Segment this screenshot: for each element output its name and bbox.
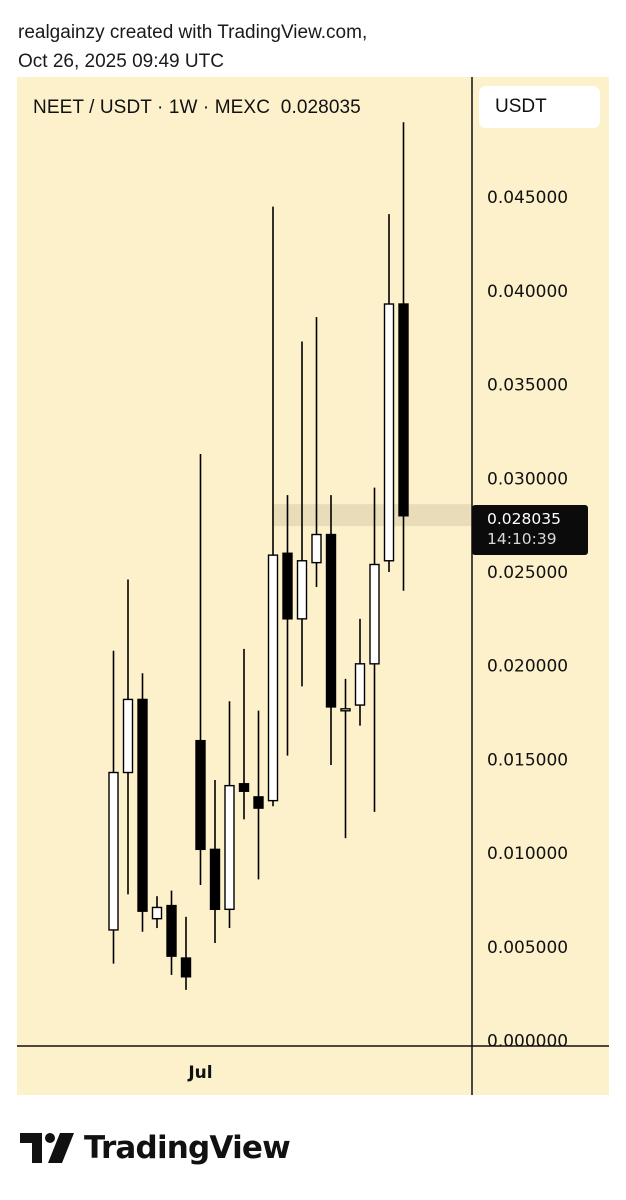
candle-body — [340, 708, 351, 712]
y-tick-label: 0.005000 — [487, 938, 568, 958]
candle-body — [209, 848, 221, 911]
y-tick-label: 0.020000 — [487, 657, 568, 677]
tradingview-logo-icon — [20, 1133, 74, 1163]
tradingview-logo-text: TradingView — [84, 1130, 291, 1166]
candle-body — [267, 554, 279, 802]
symbol-pair: NEET / USDT — [33, 97, 152, 118]
x-tick-label: Jul — [187, 1063, 212, 1083]
y-tick-label: 0.040000 — [487, 282, 568, 302]
candle-body — [383, 303, 395, 562]
candle-body — [282, 552, 293, 620]
symbol-last-price: 0.028035 — [280, 97, 361, 118]
candle-body — [369, 563, 380, 665]
candle-body — [151, 906, 163, 920]
y-tick-label: 0.035000 — [487, 376, 568, 396]
candle-body — [354, 663, 366, 706]
y-tick-label: 0.045000 — [487, 188, 568, 208]
candle-body — [180, 957, 192, 978]
tradingview-logo: TradingView — [20, 1128, 291, 1168]
symbol-title: NEET / USDT · 1W · MEXC 0.028035 — [33, 97, 361, 119]
y-tick-label: 0.000000 — [487, 1032, 568, 1052]
candle-body — [398, 303, 409, 517]
last-price-band — [272, 504, 472, 527]
y-tick-label: 0.010000 — [487, 844, 568, 864]
y-tick-label: 0.015000 — [487, 750, 568, 770]
title-separator-2: · — [197, 97, 215, 118]
candle-body — [137, 698, 148, 912]
caption-timestamp: Oct 26, 2025 09:49 UTC — [18, 51, 224, 72]
candle-body — [108, 771, 119, 931]
currency-button[interactable]: USDT — [479, 86, 600, 128]
last-price-label: 0.028035 14:10:39 — [472, 505, 588, 555]
bar-countdown: 14:10:39 — [487, 530, 557, 548]
candle-body — [224, 784, 235, 911]
candle-body — [253, 796, 264, 809]
last-price-value: 0.028035 — [487, 510, 561, 528]
title-separator-1: · — [151, 97, 169, 118]
symbol-exchange: MEXC — [214, 97, 271, 118]
candle-body — [325, 533, 337, 708]
y-tick-label: 0.030000 — [487, 469, 568, 489]
candle-body — [195, 739, 206, 851]
candle-body — [311, 533, 322, 564]
chart-caption: realgainzy created with TradingView.com,… — [18, 18, 367, 76]
candle-body — [296, 560, 308, 620]
caption-author-line: realgainzy created with TradingView.com, — [18, 22, 368, 43]
symbol-interval: 1W — [168, 97, 198, 118]
candle-body — [166, 904, 177, 957]
candle-body — [122, 698, 134, 774]
candle-body — [238, 783, 250, 792]
y-tick-label: 0.025000 — [487, 563, 568, 583]
